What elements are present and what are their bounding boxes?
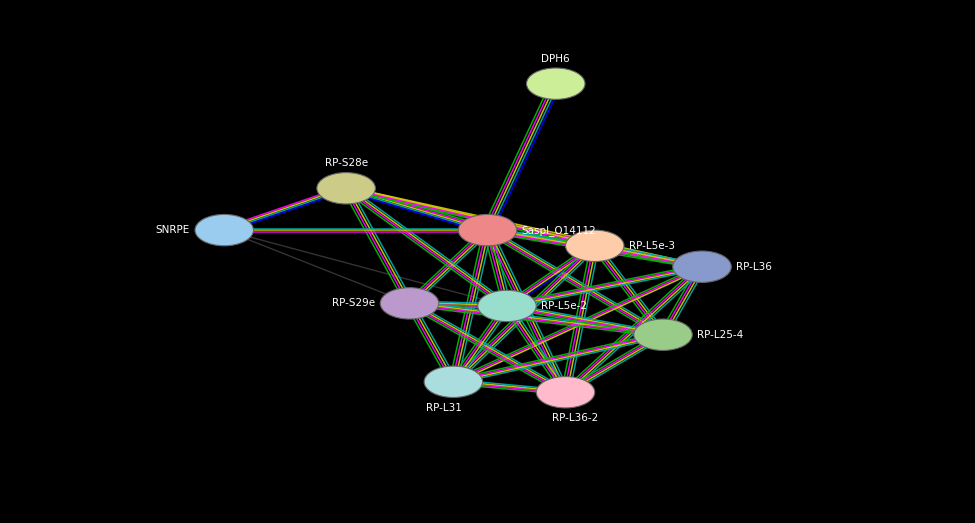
Text: RP-L5e-2: RP-L5e-2 <box>541 301 587 311</box>
Text: RP-S28e: RP-S28e <box>325 158 368 168</box>
Circle shape <box>424 366 483 397</box>
Circle shape <box>526 68 585 99</box>
Circle shape <box>317 173 375 204</box>
Circle shape <box>536 377 595 408</box>
Text: SaspI_O14112: SaspI_O14112 <box>522 225 597 235</box>
Text: RP-L36-2: RP-L36-2 <box>552 413 599 423</box>
Text: RP-S29e: RP-S29e <box>332 298 375 309</box>
Circle shape <box>478 290 536 322</box>
Circle shape <box>634 319 692 350</box>
Circle shape <box>673 251 731 282</box>
Text: SNRPE: SNRPE <box>156 225 190 235</box>
Text: RP-L31: RP-L31 <box>426 403 461 413</box>
Text: RP-L36: RP-L36 <box>736 262 772 272</box>
Text: RP-L5e-3: RP-L5e-3 <box>629 241 675 251</box>
Circle shape <box>195 214 254 246</box>
Circle shape <box>380 288 439 319</box>
Circle shape <box>566 230 624 262</box>
Circle shape <box>458 214 517 246</box>
Text: DPH6: DPH6 <box>541 54 570 64</box>
Text: RP-L25-4: RP-L25-4 <box>697 329 743 340</box>
